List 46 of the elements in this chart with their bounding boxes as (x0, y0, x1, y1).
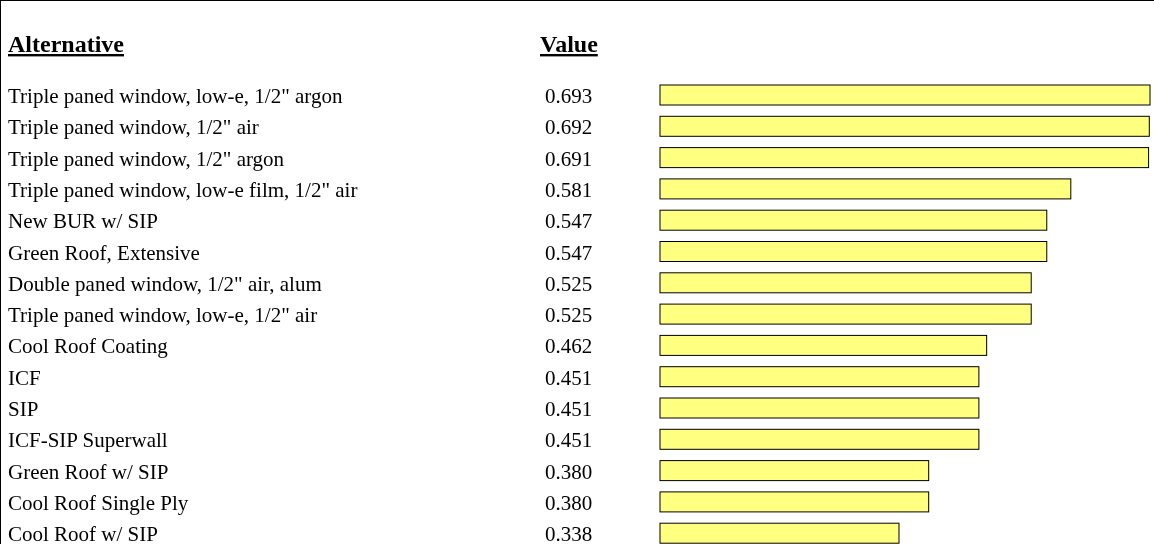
bar (659, 147, 1150, 169)
bar (659, 241, 1048, 262)
y-tick-label: Triple paned window, low-e, 1/2" air (8, 303, 318, 328)
y-tick-label: New BUR w/ SIP (8, 209, 158, 234)
y-tick-label: SIP (8, 397, 39, 421)
y-tick-label: Cool Roof Coating (8, 334, 169, 359)
y-tick-label: Cool Roof Single Ply (8, 490, 189, 515)
y-tick-label: Triple paned window, low-e, 1/2" argon (8, 84, 343, 108)
y-tick-label: Green Roof w/ SIP (8, 459, 169, 484)
y-tick-label: Cool Roof w/ SIP (8, 522, 158, 544)
bar (659, 209, 1048, 231)
y-tick-label: Double paned window, 1/2" air, alum (8, 271, 322, 296)
bar (659, 428, 980, 450)
y-axis-title: Alternative (8, 31, 125, 57)
data-label: 0.380 (545, 459, 593, 484)
bar (659, 334, 988, 356)
data-label: 0.693 (545, 84, 593, 108)
bar (659, 460, 930, 482)
data-label: 0.451 (545, 397, 593, 421)
data-label: 0.525 (545, 271, 593, 296)
bar (659, 491, 930, 513)
data-label: 0.451 (545, 365, 593, 390)
data-label: 0.547 (545, 209, 593, 234)
bar (659, 84, 1151, 106)
bar (659, 272, 1032, 294)
y-tick-label: ICF (8, 365, 41, 390)
y-tick-label: ICF-SIP Superwall (8, 428, 168, 453)
bar (659, 366, 980, 388)
y-tick-label: Triple paned window, low-e film, 1/2" air (8, 177, 358, 202)
x-axis-title: Value (540, 31, 599, 57)
data-label: 0.547 (545, 240, 593, 265)
y-tick-label: Triple paned window, 1/2" air (8, 115, 259, 140)
data-label: 0.451 (545, 428, 593, 453)
data-label: 0.380 (545, 490, 593, 515)
bar (659, 397, 980, 419)
data-label: 0.581 (545, 177, 593, 202)
bar (659, 178, 1072, 200)
data-label: 0.692 (545, 115, 593, 140)
y-tick-label: Green Roof, Extensive (8, 240, 200, 265)
bar (659, 115, 1150, 137)
data-label: 0.691 (545, 146, 593, 171)
data-label: 0.462 (545, 334, 593, 359)
y-tick-label: Triple paned window, 1/2" argon (8, 146, 285, 171)
bar (659, 303, 1032, 325)
data-label: 0.525 (545, 303, 593, 328)
data-label: 0.338 (545, 522, 593, 544)
